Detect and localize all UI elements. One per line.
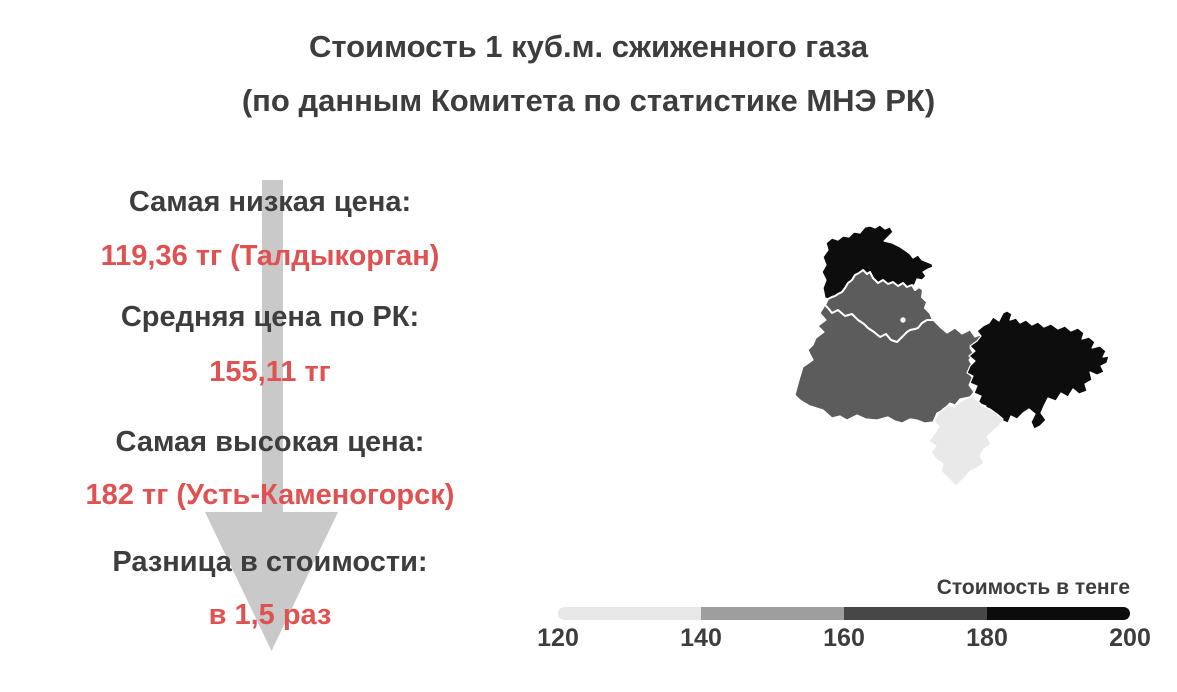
page-title: Стоимость 1 куб.м. сжиженного газа (308, 29, 869, 64)
legend-tick: 180 (966, 624, 1008, 652)
map-region-central-north-district (824, 269, 934, 343)
map-region-east (966, 310, 1110, 430)
legend-segment (987, 607, 1130, 620)
down-arrow-shaft (262, 180, 283, 514)
stat-lowest-label: Самая низкая цена: (128, 186, 412, 218)
legend-tick: 120 (537, 624, 579, 652)
stat-difference-label: Разница в стоимости: (112, 546, 428, 578)
map-region-south (928, 395, 1004, 487)
page-subtitle: (по данным Комитета по статистике МНЭ РК… (241, 83, 936, 118)
legend-tick-row: 120 140 160 180 200 (537, 624, 1151, 654)
map-city-marker-icon (900, 317, 906, 323)
choropleth-map (770, 210, 1170, 510)
stat-highest-value: 182 тг (Усть-Каменогорск) (85, 479, 455, 511)
stat-average-value: 155,11 тг (209, 356, 331, 388)
legend-title: Стоимость в тенге (936, 576, 1130, 599)
legend-tick: 140 (680, 624, 722, 652)
stat-difference-value: в 1,5 раз (208, 599, 332, 631)
stat-average-label: Средняя цена по РК: (120, 301, 420, 333)
stat-highest-label: Самая высокая цена: (115, 426, 425, 458)
legend-tick: 200 (1109, 624, 1151, 652)
stat-lowest-value: 119,36 тг (Талдыкорган) (100, 240, 440, 272)
legend-segment (701, 607, 844, 620)
legend-color-scale (558, 607, 1130, 620)
legend-tick: 160 (823, 624, 865, 652)
legend-segment (558, 607, 701, 620)
legend-segment (844, 607, 987, 620)
